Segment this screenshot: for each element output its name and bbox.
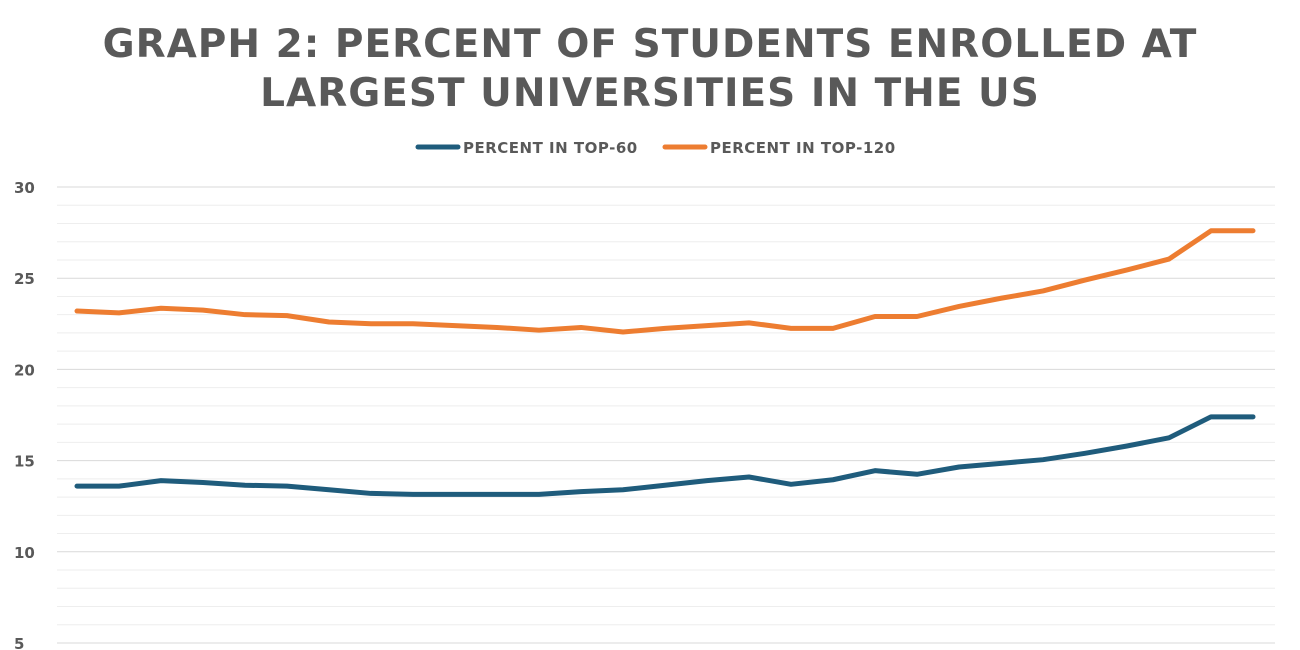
series-line-top-60 [74, 414, 1256, 497]
legend-label-top-60: PERCENT IN TOP-60 [463, 139, 638, 157]
y-tick-label-25: 25 [14, 270, 35, 288]
y-axis-ticks: 5 10 15 20 25 30 [14, 179, 35, 650]
legend-item-top-120: PERCENT IN TOP-120 [662, 139, 896, 157]
legend-item-top-60: PERCENT IN TOP-60 [415, 139, 638, 157]
y-tick-label-10: 10 [14, 544, 35, 562]
series-lines [74, 228, 1256, 497]
y-tick-label-5: 5 [14, 635, 24, 650]
chart-title-line-1: GRAPH 2: PERCENT OF STUDENTS ENROLLED AT [103, 22, 1198, 67]
y-tick-label-20: 20 [14, 361, 35, 379]
legend-label-top-120: PERCENT IN TOP-120 [710, 139, 896, 157]
legend: PERCENT IN TOP-60 PERCENT IN TOP-120 [415, 139, 896, 157]
series-line-top-120 [74, 228, 1256, 335]
chart-title-line-2: LARGEST UNIVERSITIES IN THE US [260, 71, 1040, 116]
y-tick-label-15: 15 [14, 453, 35, 471]
y-tick-label-30: 30 [14, 179, 35, 197]
gridlines [57, 186, 1275, 644]
